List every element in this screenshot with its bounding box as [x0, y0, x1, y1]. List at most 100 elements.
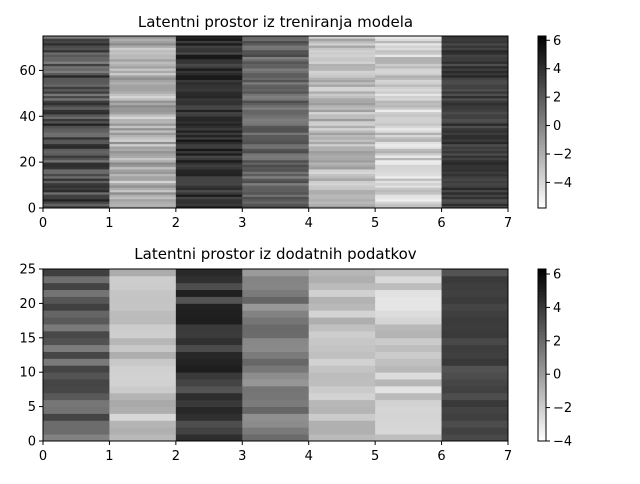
heatmap-cell [109, 351, 177, 359]
heatmap-cell [242, 125, 310, 129]
x-tick-label: 3 [238, 449, 246, 464]
heatmap-cell [308, 330, 376, 339]
heatmap-cell [441, 275, 509, 284]
heatmap-cell [308, 130, 376, 133]
heatmap-cell [43, 86, 110, 90]
heatmap-cell [109, 116, 177, 119]
colorbar-swatch [538, 187, 546, 192]
colorbar-swatch [538, 122, 546, 126]
heatmap-cell [175, 100, 243, 103]
heatmap-cell [175, 420, 243, 428]
heatmap-cell [308, 178, 376, 181]
colorbar-swatch [538, 380, 546, 385]
heatmap-cell [441, 162, 509, 165]
heatmap-cell [441, 178, 509, 181]
heatmap-cell [109, 269, 177, 277]
heatmap-cell [441, 107, 509, 110]
colorbar-swatch [538, 119, 546, 123]
heatmap-cell [242, 175, 310, 179]
heatmap-cell [175, 86, 243, 90]
colorbar-swatch [538, 435, 546, 439]
colorbar-swatch [538, 312, 546, 316]
heatmap-cell [43, 120, 110, 124]
heatmap-cell [441, 344, 509, 352]
colorbar-frame [537, 35, 547, 209]
heatmap-cell [375, 178, 442, 181]
heatmap-cell [242, 399, 310, 407]
heatmap-cell [175, 201, 243, 204]
colorbar-swatch [538, 323, 546, 327]
heatmap-cell [109, 198, 177, 202]
heatmap-cell [242, 182, 310, 186]
heatmap-cell [109, 152, 177, 156]
heatmap-cell [242, 47, 310, 51]
colorbar-swatch [538, 101, 546, 106]
heatmap-cell [242, 123, 310, 126]
heatmap-cell [308, 182, 376, 186]
colorbar-swatch [538, 429, 546, 433]
heatmap-cell [242, 275, 310, 284]
heatmap-cell [43, 100, 110, 103]
heatmap-cell [308, 180, 376, 184]
heatmap-cell [242, 171, 310, 174]
heatmap-cell [242, 180, 310, 184]
heatmap-cell [375, 97, 442, 101]
heatmap-cell [43, 70, 110, 74]
heatmap-cell [242, 150, 310, 154]
heatmap-cell [375, 296, 442, 304]
heatmap-cell [375, 116, 442, 119]
heatmap-cell [175, 198, 243, 202]
heatmap-cell [43, 81, 110, 85]
heatmap-cell [242, 269, 310, 277]
heatmap-cell [441, 91, 509, 94]
heatmap-cell [175, 185, 243, 188]
heatmap-cell [109, 166, 177, 170]
heatmap-cell [308, 159, 376, 163]
heatmap-cell [441, 74, 509, 78]
heatmap-cell [109, 296, 177, 304]
heatmap-cell [109, 63, 177, 67]
heatmap-cell [308, 413, 376, 421]
heatmap-cell [242, 185, 310, 188]
heatmap-cell [242, 104, 310, 108]
heatmap-cell [375, 317, 442, 325]
colorbar-swatch [538, 320, 546, 324]
heatmap-cell [43, 68, 110, 71]
heatmap-cell [375, 180, 442, 184]
colorbar-swatch [538, 176, 546, 180]
colorbar-swatch [538, 294, 546, 299]
heatmap-cell [242, 324, 310, 332]
heatmap-cell [109, 36, 177, 39]
heatmap-cell [308, 282, 376, 291]
heatmap-cell [175, 49, 243, 53]
heatmap-cell [109, 427, 177, 435]
heatmap-cell [375, 434, 442, 442]
colorbar-tick-label: −2 [553, 147, 572, 162]
heatmap-cell [375, 132, 442, 136]
colorbar-swatch [538, 398, 546, 402]
heatmap-cell [175, 182, 243, 186]
colorbar-swatch [538, 38, 546, 43]
heatmap-cell [441, 198, 509, 202]
heatmap-cell [109, 88, 177, 92]
heatmap-cell [242, 392, 310, 401]
heatmap-cell [308, 74, 376, 78]
heatmap-cell [43, 132, 110, 136]
colorbar-swatch [538, 47, 546, 51]
heatmap-cell [308, 434, 376, 442]
heatmap-cell [375, 54, 442, 58]
heatmap-cell [375, 191, 442, 195]
heatmap-cell [308, 198, 376, 202]
heatmap-cell [109, 164, 177, 168]
heatmap-cell [441, 132, 509, 136]
heatmap-cell [43, 372, 110, 380]
heatmap-cell [308, 81, 376, 85]
heatmap-cell [441, 68, 509, 71]
heatmap-cell [242, 72, 310, 76]
colorbar-swatch [538, 309, 546, 313]
colorbar-swatch [538, 156, 546, 160]
heatmap-cell [43, 72, 110, 76]
heatmap-cell [175, 93, 243, 97]
heatmap-cell [375, 175, 442, 179]
heatmap-cell [441, 205, 509, 209]
